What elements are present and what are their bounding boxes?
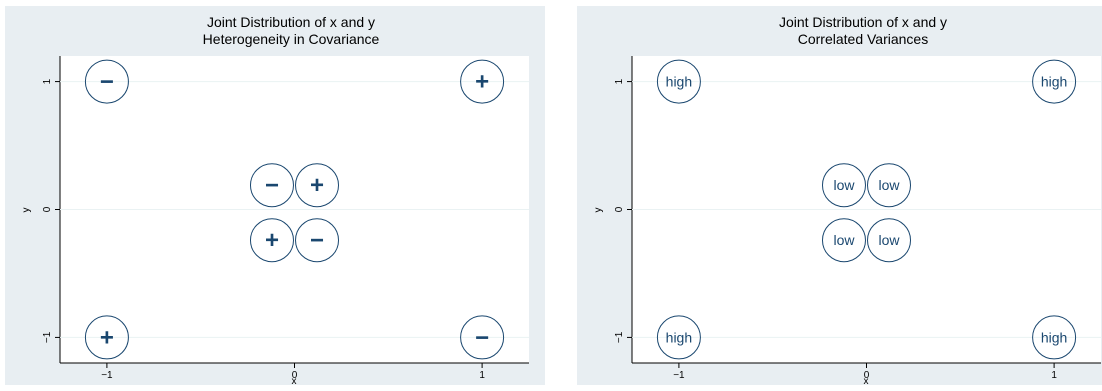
data-point: low	[867, 218, 912, 263]
y-tick-label: 1	[42, 78, 53, 84]
marker-circle	[460, 59, 505, 104]
marker-label: low	[833, 232, 855, 248]
marker-circle	[656, 315, 701, 360]
x-axis-label: x	[864, 376, 869, 385]
chart-title: Joint Distribution of x and y	[779, 14, 947, 30]
data-point: low	[867, 163, 912, 208]
chart-subtitle: Correlated Variances	[798, 31, 928, 47]
chart-panel-variances: Joint Distribution of x and y Correlated…	[577, 6, 1102, 385]
marker-label: high	[1041, 329, 1067, 345]
data-point: −	[84, 59, 129, 104]
chart-panel-covariance: Joint Distribution of x and y Heterogene…	[5, 6, 545, 385]
marker-circle	[460, 315, 505, 360]
marker-label: +	[265, 227, 279, 254]
data-point: high	[656, 315, 701, 360]
marker-circle	[867, 163, 912, 208]
marker-label: +	[475, 69, 489, 96]
x-tick-label: −1	[101, 370, 113, 381]
marker-circle	[821, 218, 866, 263]
data-point: high	[656, 59, 701, 104]
data-point: high	[1032, 59, 1077, 104]
chart-subtitle: Heterogeneity in Covariance	[203, 31, 380, 47]
marker-label: high	[666, 329, 692, 345]
marker-label: −	[310, 227, 324, 254]
x-tick-label: −1	[673, 370, 685, 381]
marker-label: −	[265, 172, 279, 199]
marker-label: −	[100, 69, 114, 96]
marker-circle	[249, 163, 294, 208]
marker-circle	[295, 218, 340, 263]
marker-label: high	[666, 74, 692, 90]
marker-circle	[295, 163, 340, 208]
x-axis-label: x	[292, 376, 297, 385]
data-point: −	[249, 163, 294, 208]
y-tick-label: 1	[614, 78, 625, 84]
x-tick-label: 0	[292, 370, 298, 381]
x-tick-label: 1	[479, 370, 485, 381]
marker-circle	[1032, 59, 1077, 104]
chart-svg: Joint Distribution of x and y Heterogene…	[21, 14, 529, 385]
data-point: +	[84, 315, 129, 360]
data-point: low	[821, 163, 866, 208]
chart-svg: Joint Distribution of x and y Correlated…	[593, 14, 1101, 385]
marker-circle	[656, 59, 701, 104]
marker-circle	[1032, 315, 1077, 360]
y-tick-label: 0	[42, 206, 53, 212]
marker-label: +	[310, 172, 324, 199]
data-point: −	[295, 218, 340, 263]
marker-label: −	[475, 324, 489, 351]
data-point: high	[1032, 315, 1077, 360]
data-point: +	[249, 218, 294, 263]
data-point: +	[295, 163, 340, 208]
x-tick-label: 1	[1051, 370, 1057, 381]
marker-circle	[821, 163, 866, 208]
y-tick-label: 0	[614, 206, 625, 212]
marker-label: low	[879, 232, 901, 248]
marker-label: +	[100, 324, 114, 351]
marker-label: high	[1041, 74, 1067, 90]
marker-circle	[249, 218, 294, 263]
marker-circle	[84, 59, 129, 104]
chart-title: Joint Distribution of x and y	[207, 14, 375, 30]
x-tick-label: 0	[864, 370, 870, 381]
data-point: −	[460, 315, 505, 360]
marker-label: low	[879, 177, 901, 193]
y-axis-label: y	[21, 208, 32, 213]
marker-circle	[867, 218, 912, 263]
y-tick-label: −1	[42, 331, 53, 343]
data-point: low	[821, 218, 866, 263]
data-point: +	[460, 59, 505, 104]
y-tick-label: −1	[614, 331, 625, 343]
marker-circle	[84, 315, 129, 360]
marker-label: low	[833, 177, 855, 193]
y-axis-label: y	[593, 208, 604, 213]
